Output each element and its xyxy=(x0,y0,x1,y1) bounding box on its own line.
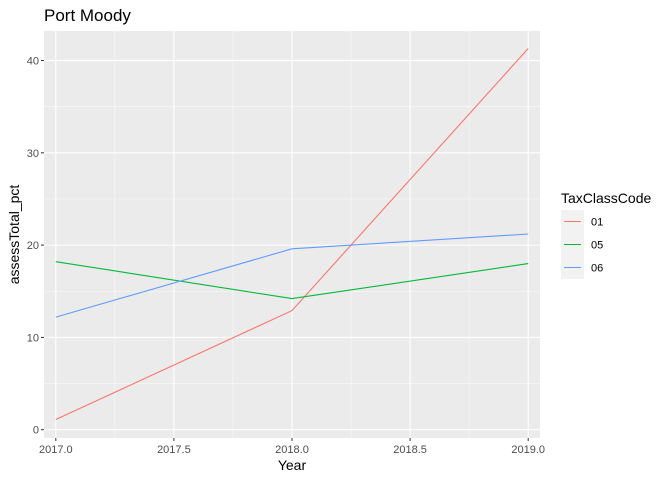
legend-label: 05 xyxy=(591,240,603,252)
series-line-06 xyxy=(55,233,529,318)
x-axis-title: Year xyxy=(278,457,307,473)
legend-label: 06 xyxy=(591,263,603,275)
y-tick-label: 20 xyxy=(27,240,39,252)
x-axis: 2017.0 2017.5 2018.0 2018.5 2019.0 xyxy=(39,438,545,456)
chart-title: Port Moody xyxy=(44,6,131,25)
y-tick-label: 10 xyxy=(27,332,39,344)
x-tick-label: 2019.0 xyxy=(511,444,545,456)
major-gridlines xyxy=(44,31,540,438)
legend-title: TaxClassCode xyxy=(561,190,651,206)
legend-item-06: 06 xyxy=(561,256,603,279)
x-tick-label: 2017.5 xyxy=(157,444,191,456)
series-line-05 xyxy=(55,261,529,300)
y-axis: 0 10 20 30 40 xyxy=(27,56,44,437)
y-tick-label: 0 xyxy=(33,425,39,437)
series-lines xyxy=(55,48,529,420)
legend-label: 01 xyxy=(591,217,603,229)
series-line-01 xyxy=(55,48,529,420)
legend-item-01: 01 xyxy=(561,210,603,233)
x-tick-label: 2018.0 xyxy=(275,444,309,456)
y-axis-title: assessTotal_pct xyxy=(6,185,22,285)
x-tick-label: 2018.5 xyxy=(393,444,427,456)
legend: TaxClassCode 01 05 06 xyxy=(561,190,651,279)
x-tick-label: 2017.0 xyxy=(39,444,73,456)
legend-item-05: 05 xyxy=(561,233,603,256)
y-tick-label: 30 xyxy=(27,148,39,160)
y-tick-label: 40 xyxy=(27,56,39,68)
